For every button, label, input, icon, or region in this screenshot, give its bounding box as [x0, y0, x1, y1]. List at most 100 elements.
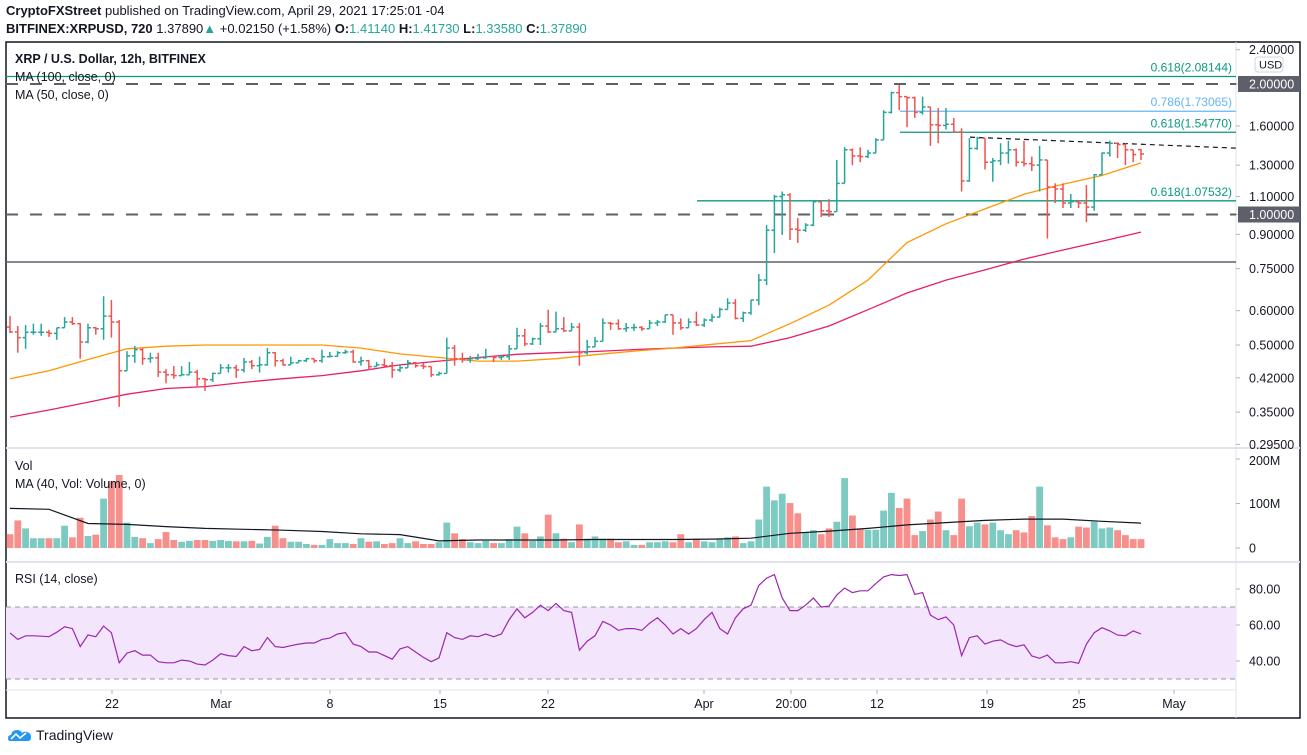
- ma50-legend[interactable]: MA (50, close, 0): [15, 88, 109, 102]
- time-axis-label: Mar: [210, 697, 232, 711]
- volume-bar: [388, 543, 396, 548]
- volume-bar: [825, 528, 833, 548]
- volume-bar: [123, 522, 131, 548]
- ma100-line: [9, 231, 1142, 418]
- ohlc-bar: [607, 322, 614, 330]
- volume-legend[interactable]: Vol: [15, 459, 33, 473]
- volume-bar: [802, 532, 809, 548]
- volume-bar: [786, 503, 794, 548]
- volume-bar: [225, 540, 232, 548]
- ma100-legend[interactable]: MA (100, close, 0): [15, 70, 116, 84]
- volume-bar: [318, 544, 326, 548]
- ohlc-bar: [553, 311, 559, 333]
- ohlc-bar: [576, 323, 583, 366]
- last-price: 1.37890: [156, 21, 204, 36]
- price-axis-label: 0.35000: [1249, 406, 1294, 420]
- currency-unit-button[interactable]: [1254, 56, 1284, 73]
- ohlc-bar: [498, 354, 505, 360]
- ohlc-bar: [802, 223, 809, 233]
- rsi-legend[interactable]: RSI (14, close): [15, 572, 98, 586]
- volume-bar: [607, 538, 614, 548]
- ohlc-bar: [716, 307, 723, 318]
- ohlc-bar: [155, 352, 162, 377]
- ohlc-bar: [701, 318, 708, 328]
- ohlc-bar: [1005, 140, 1012, 164]
- volume-bar: [630, 544, 638, 548]
- ohlc-bar: [685, 318, 692, 329]
- tradingview-logo[interactable]: TradingView: [8, 727, 113, 743]
- ohlc-bar: [85, 323, 91, 344]
- volume-bar: [903, 498, 911, 548]
- open-value: 1.41140: [349, 21, 396, 36]
- volume-bar: [552, 533, 560, 548]
- price-axis-label: 1.10000: [1249, 190, 1294, 204]
- volume-bar: [700, 541, 708, 548]
- volume-bar: [466, 542, 474, 548]
- price-axis-label: 0.60000: [1249, 304, 1294, 318]
- ohlc-bar: [1138, 148, 1144, 160]
- volume-bar: [560, 538, 568, 548]
- volume-bar: [864, 529, 872, 548]
- volume-bar: [669, 542, 677, 548]
- ohlc-bar: [311, 357, 318, 363]
- volume-bar: [997, 530, 1004, 548]
- volume-bar: [849, 515, 856, 548]
- volume-bar: [654, 542, 661, 548]
- volume-bar: [396, 538, 404, 548]
- chart-frame: [5, 41, 1301, 719]
- ohlc-bar: [779, 191, 786, 235]
- volume-bar: [84, 535, 92, 548]
- fib-level-label: 0.618(1.07532): [1151, 185, 1232, 199]
- volume-bar: [1051, 537, 1059, 548]
- ohlc-bar: [654, 320, 661, 327]
- ohlc-bar: [989, 157, 996, 182]
- volume-bar: [919, 531, 926, 548]
- volume-ma-legend[interactable]: MA (40, Vol: Volume, 0): [15, 477, 146, 491]
- ohlc-bar: [490, 355, 497, 362]
- ohlc-bar: [1028, 156, 1035, 171]
- time-axis-label: Apr: [694, 697, 713, 711]
- ohlc-bar: [1036, 145, 1043, 192]
- ohlc-bar: [108, 300, 115, 338]
- volume-bar: [716, 538, 724, 548]
- ohlc-bar: [896, 84, 903, 111]
- published-text: published on TradingView.com, April 29, …: [104, 3, 445, 18]
- brand-name: TradingView: [36, 727, 114, 743]
- price-axis-label: 2.40000: [1249, 43, 1294, 57]
- ohlc-bar: [163, 369, 169, 384]
- ohlc-bar: [1021, 140, 1027, 167]
- volume-bar: [872, 529, 880, 548]
- volume-bar: [888, 492, 895, 548]
- ohlc-bar: [22, 325, 29, 349]
- ohlc-bar: [319, 349, 325, 363]
- ohlc-bar: [92, 327, 99, 335]
- ohlc-bar: [1106, 140, 1113, 157]
- ohlc-bar: [131, 346, 138, 363]
- ohlc-bar: [459, 352, 466, 363]
- ohlc-bar: [966, 138, 973, 182]
- ohlc-bar: [1083, 184, 1090, 223]
- up-arrow-icon: ▲: [203, 21, 217, 36]
- volume-bar: [256, 543, 263, 548]
- volume-bar: [739, 543, 747, 548]
- volume-bar: [295, 541, 302, 548]
- time-axis-label: 25: [1072, 697, 1086, 711]
- ohlc-bar: [303, 357, 310, 362]
- volume-bar: [677, 534, 685, 548]
- ohlc-bar: [350, 349, 357, 363]
- ohlc-bar: [170, 366, 177, 379]
- ohlc-bar: [61, 317, 68, 329]
- ohlc-bar: [358, 356, 364, 366]
- ohlc-bar: [599, 318, 606, 343]
- volume-bar: [154, 539, 162, 548]
- volume-bar: [1075, 526, 1082, 548]
- volume-bar: [1059, 539, 1067, 548]
- ohlc-bar: [545, 309, 552, 333]
- fib-level-label: 0.618(1.54770): [1151, 116, 1232, 130]
- low-label: L:: [463, 21, 476, 36]
- resistance-trendline: [969, 136, 1237, 149]
- ohlc-bar: [1122, 143, 1129, 166]
- ohlc-bar: [1075, 200, 1082, 209]
- ohlc-bar: [202, 377, 208, 391]
